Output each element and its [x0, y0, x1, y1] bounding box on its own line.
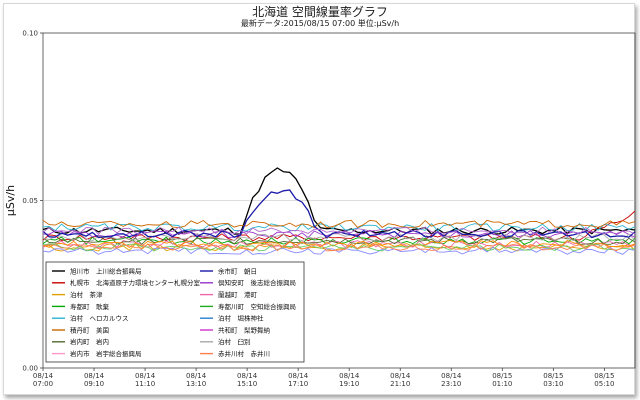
legend-label: 倶知安町 後志総合振興局 [218, 278, 296, 287]
legend-label: 泊村 堀株神社 [218, 314, 264, 323]
legend-label: 岩内市 岩宇総合振興局 [70, 349, 142, 358]
x-tick-date: 08/15 [594, 372, 614, 380]
legend-box [45, 261, 305, 363]
series-line [42, 219, 636, 229]
series-line [42, 226, 636, 235]
y-axis-label: μSv/h [4, 185, 17, 216]
x-tick-time: 07:00 [33, 380, 53, 388]
x-tick-time: 09:10 [84, 380, 104, 388]
x-tick-date: 08/14 [186, 372, 207, 380]
x-tick-time: 13:10 [186, 380, 206, 388]
series-line [42, 243, 636, 252]
x-tick-time: 23:10 [441, 380, 461, 388]
x-tick-time: 15:10 [237, 380, 257, 388]
legend-label: 札幌市 北海道原子力環境センター札幌分室 [70, 278, 201, 287]
legend-label: 旭川市 上川総合振興局 [70, 266, 142, 275]
legend-label: 寿都町 歌棄 [70, 302, 110, 311]
series-line [42, 246, 636, 255]
subtitle-unit: 単位:μSv/h [357, 19, 400, 28]
legend-label: 寿都川町 空知総合振興局 [218, 302, 296, 311]
x-tick-date: 08/14 [84, 372, 105, 380]
x-tick-time: 01:10 [492, 380, 512, 388]
legend-label: 積丹町 美国 [70, 325, 109, 334]
series-line [42, 210, 636, 242]
x-tick-date: 08/14 [237, 372, 258, 380]
x-tick-time: 11:10 [135, 380, 155, 388]
legend-label: 赤井川村 赤井川 [218, 349, 270, 358]
series-line [42, 233, 636, 242]
x-tick-date: 08/15 [543, 372, 563, 380]
x-tick-date: 08/14 [339, 372, 360, 380]
chart-subtitle: 最新データ:2015/08/15 07:00 単位:μSv/h [240, 19, 400, 28]
subtitle-time: 2015/08/15 07:00 [283, 19, 356, 28]
x-tick-date: 08/14 [33, 372, 54, 380]
x-tick-time: 19:10 [339, 380, 359, 388]
x-tick-time: 17:10 [288, 380, 308, 388]
chart-title: 北海道 空間線量率グラフ [252, 5, 388, 19]
y-tick-label: 0.05 [22, 197, 38, 205]
legend-label: 余市町 朝日 [218, 266, 257, 275]
legend-label: 泊村 茶津 [70, 290, 103, 299]
series-line [42, 243, 636, 252]
legend-label: 泊村 臼別 [218, 337, 251, 346]
x-tick-date: 08/14 [390, 372, 411, 380]
legend-label: 共和町 梨野舞納 [218, 325, 270, 334]
legend-label: 泊村 ヘロカルウス [70, 314, 129, 323]
subtitle-prefix: 最新データ [240, 19, 281, 28]
y-tick-label: 0.10 [22, 30, 38, 38]
x-tick-time: 05:10 [594, 380, 614, 388]
x-tick-date: 08/14 [288, 372, 309, 380]
legend-label: 岩内町 岩内 [70, 337, 109, 346]
y-tick-label: 0.00 [22, 365, 38, 373]
legend-label: 蘭越町 港町 [218, 290, 258, 299]
x-tick-date: 08/14 [441, 372, 462, 380]
x-tick-date: 08/15 [492, 372, 512, 380]
x-tick-date: 08/14 [135, 372, 156, 380]
x-tick-time: 03:10 [543, 380, 563, 388]
x-tick-time: 21:10 [390, 380, 410, 388]
